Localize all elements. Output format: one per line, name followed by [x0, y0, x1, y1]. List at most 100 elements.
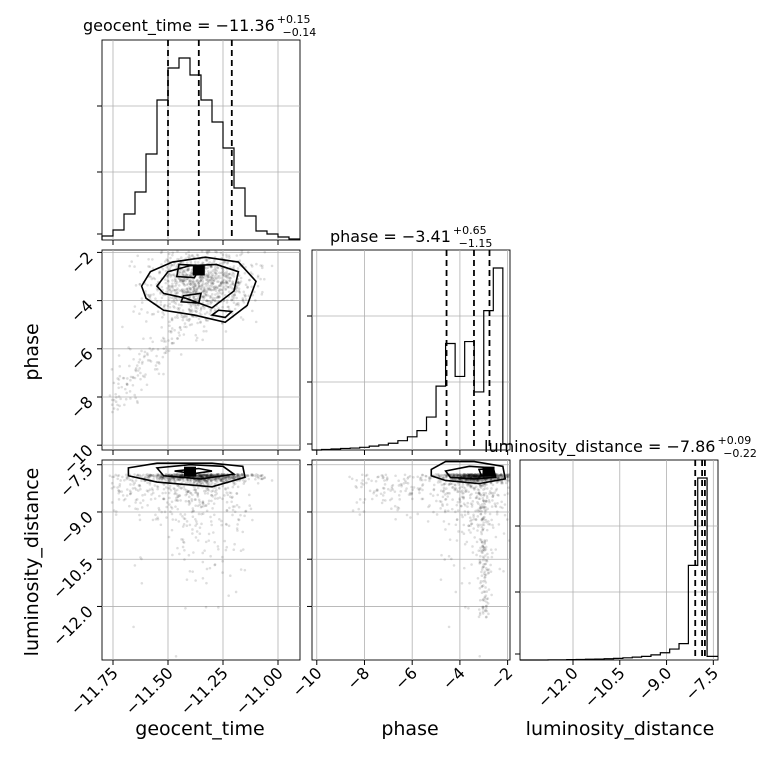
scatter-point [455, 518, 459, 521]
scatter-point [482, 501, 486, 504]
scatter-point [213, 540, 216, 544]
scatter-point [210, 281, 214, 285]
scatter-point [170, 296, 174, 300]
scatter-point [244, 283, 248, 287]
scatter-point [464, 473, 467, 477]
scatter-point [170, 263, 174, 267]
y-tick-label: −10.5 [49, 555, 97, 603]
scatter-point [407, 493, 411, 496]
scatter-point [162, 476, 165, 479]
scatter-point [148, 265, 152, 269]
scatter-point [481, 549, 484, 552]
scatter-point [386, 477, 389, 481]
scatter-point [477, 492, 480, 496]
scatter-point [482, 491, 485, 495]
scatter-point [225, 478, 228, 482]
scatter-point [213, 279, 216, 282]
scatter-point [462, 472, 466, 476]
scatter-point [170, 528, 174, 532]
scatter-point [142, 473, 145, 477]
scatter-point [194, 536, 198, 539]
scatter-point [476, 473, 479, 476]
scatter-point [170, 507, 174, 510]
scatter-point [167, 480, 171, 483]
scatter-point [188, 308, 192, 312]
scatter-point [175, 473, 179, 476]
scatter-point [211, 277, 214, 280]
scatter-point [120, 490, 124, 493]
scatter-point [442, 482, 446, 486]
scatter-point [132, 625, 135, 629]
scatter-point [110, 403, 114, 407]
contour-level-3 [175, 263, 203, 279]
scatter-point [224, 281, 227, 284]
scatter-point [465, 540, 469, 544]
scatter-point [481, 558, 485, 562]
scatter-point [181, 272, 185, 276]
scatter-point [199, 482, 202, 486]
scatter-point [191, 493, 194, 497]
scatter-point [220, 292, 224, 296]
scatter-point [491, 495, 495, 498]
scatter-point [180, 288, 184, 292]
scatter-point [450, 507, 454, 511]
scatter-point [221, 559, 224, 563]
scatter-point [469, 474, 472, 477]
scatter-point [205, 290, 209, 293]
scatter-point [485, 600, 488, 604]
scatter-point [261, 290, 264, 294]
scatter-point [181, 473, 185, 477]
scatter-point [178, 326, 182, 329]
scatter-point [236, 529, 239, 532]
scatter-point [396, 506, 399, 509]
scatter-point [459, 474, 463, 477]
scatter-point [208, 299, 212, 303]
scatter-point [199, 473, 202, 477]
histogram-geocent_time [101, 57, 300, 240]
scatter-point [171, 279, 174, 282]
scatter-point [476, 576, 480, 580]
scatter-point [142, 337, 145, 341]
scatter-point [184, 290, 187, 294]
scatter-point [201, 261, 204, 264]
scatter-point [204, 605, 208, 609]
scatter-point [156, 487, 159, 491]
scatter-point [239, 568, 243, 571]
scatter-point [235, 296, 238, 300]
scatter-point [221, 270, 224, 273]
scatter-point [202, 289, 206, 293]
scatter-point [200, 283, 204, 287]
scatter-point [231, 295, 234, 299]
scatter-point [481, 607, 485, 611]
scatter-point [489, 478, 493, 481]
scatter-point [199, 279, 202, 283]
scatter-point [484, 518, 488, 522]
scatter-point [194, 333, 198, 337]
scatter-point [436, 472, 440, 476]
scatter-point [181, 279, 184, 282]
scatter-point [235, 527, 239, 530]
scatter-point [479, 512, 483, 516]
scatter-point [206, 487, 210, 490]
x-tick-label: −9.0 [634, 663, 675, 704]
scatter-point [186, 256, 190, 259]
scatter-point [140, 557, 143, 561]
scatter-point [485, 483, 488, 486]
scatter-point [223, 477, 226, 480]
scatter-point [472, 474, 475, 477]
scatter-point [173, 477, 176, 480]
scatter-point [461, 492, 464, 495]
scatter-point [139, 377, 142, 381]
scatter-point [201, 475, 204, 479]
scatter-point [453, 488, 457, 492]
scatter-point [404, 481, 408, 485]
scatter-point [210, 490, 213, 493]
scatter-point [173, 279, 177, 283]
scatter-point [243, 295, 247, 298]
scatter-point [151, 518, 155, 522]
scatter-point [209, 265, 213, 268]
scatter-point [185, 318, 189, 322]
scatter-point [134, 367, 138, 370]
scatter-point [193, 309, 197, 313]
scatter-point [168, 476, 172, 480]
